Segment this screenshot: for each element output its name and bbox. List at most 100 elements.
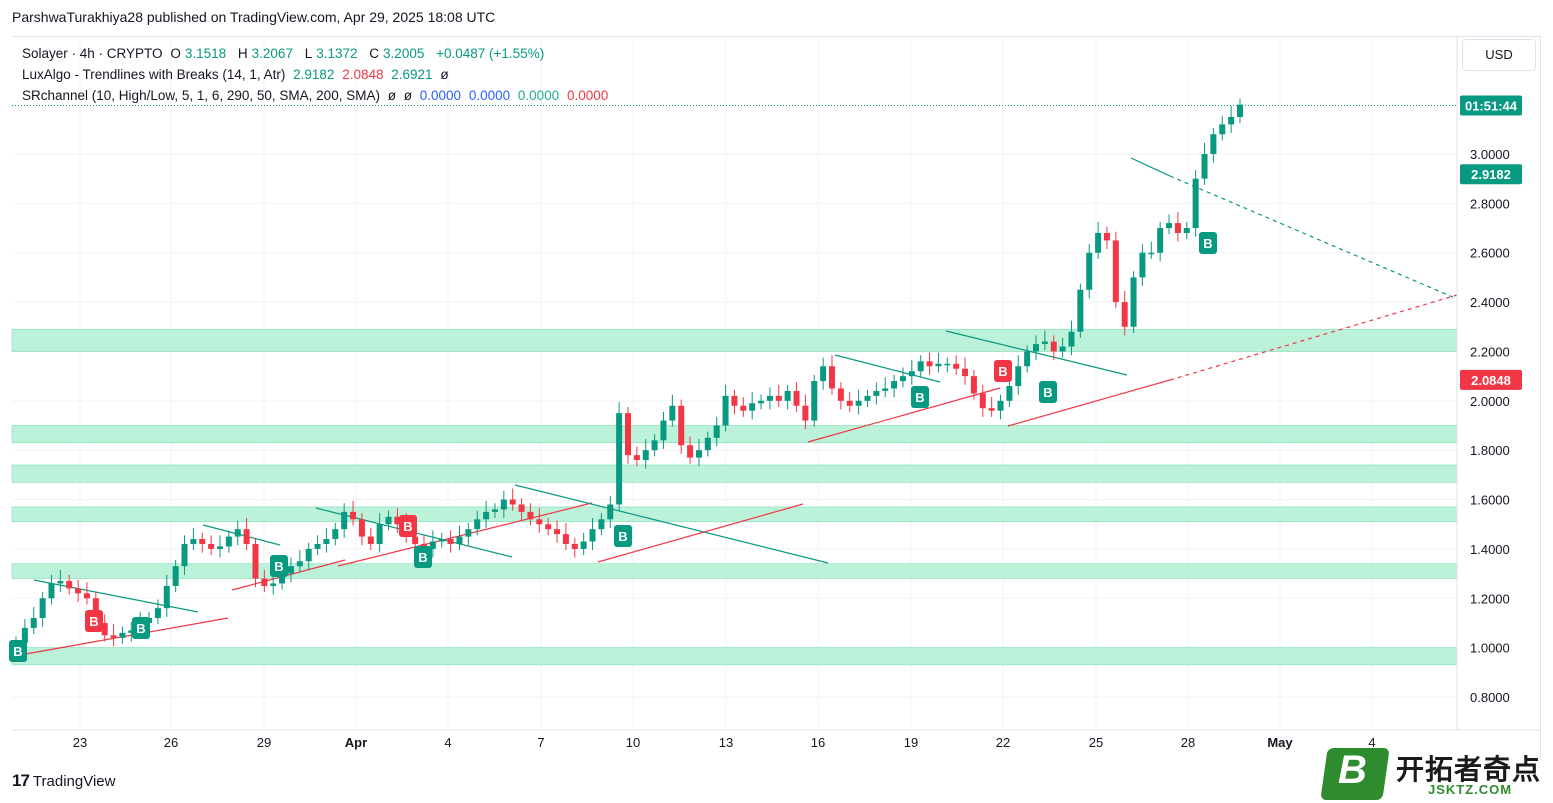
x-tick-label: 19	[904, 735, 918, 750]
break-up-signal: B	[1039, 381, 1057, 403]
axes: 3.0000 2.8000 2.6000 2.4000 2.2000 2.0000 1.80…	[12, 36, 1540, 750]
candle	[1041, 330, 1048, 351]
currency-button[interactable]: USD	[1462, 39, 1536, 71]
candle	[305, 542, 312, 570]
price-label-bg	[1460, 95, 1522, 116]
candle-body	[75, 588, 82, 594]
candle	[651, 434, 658, 457]
trendline	[834, 354, 941, 383]
candle-body	[456, 536, 463, 544]
grid	[12, 40, 1457, 730]
candle	[713, 416, 720, 447]
signal-label: B	[89, 614, 98, 629]
signal-badge	[1199, 232, 1217, 254]
candle	[970, 369, 977, 400]
signal-badge	[911, 386, 929, 408]
candle	[30, 606, 37, 635]
break-down-signal: B	[399, 515, 417, 537]
candle	[1103, 226, 1110, 250]
candle	[820, 357, 827, 390]
sr-zone	[11, 647, 1458, 666]
candle-body	[616, 413, 623, 505]
candle	[474, 510, 481, 536]
break-down-signal: B	[994, 360, 1012, 382]
candle-body	[270, 583, 277, 586]
candle-body	[1228, 116, 1235, 125]
chart-frame	[12, 36, 1541, 760]
candle	[163, 574, 170, 617]
candle-body	[287, 566, 294, 574]
candle	[1237, 98, 1243, 124]
candle	[536, 508, 543, 533]
candle-body	[1121, 302, 1128, 327]
candle	[988, 397, 995, 417]
luxalgo-name: LuxAlgo - Trendlines with Breaks (14, 1,…	[22, 67, 286, 82]
price-label: 2.0848	[1460, 369, 1522, 390]
break-signals: B B B B B B B B B B B	[9, 232, 1217, 662]
sr-zones	[11, 328, 1458, 666]
candle-body	[323, 539, 330, 544]
candle	[465, 522, 472, 546]
candle	[287, 557, 294, 583]
x-tick-label: May	[1267, 735, 1293, 750]
srchannel-value-1: 0.0000	[419, 88, 462, 103]
signal-label: B	[418, 550, 427, 565]
high-value: H 3.2067	[237, 46, 293, 61]
candle	[704, 431, 711, 457]
break-up-signal: B	[614, 525, 632, 547]
candle-body	[1183, 228, 1190, 233]
signal-label: B	[915, 390, 924, 405]
candle	[882, 377, 889, 398]
candle	[678, 399, 685, 454]
candle-body	[882, 388, 889, 391]
candle-body	[731, 395, 738, 406]
candle	[1059, 337, 1066, 358]
x-tick-label: 22	[996, 735, 1010, 750]
candle-body	[1024, 351, 1031, 367]
candle	[491, 503, 498, 519]
candle-body	[279, 573, 286, 584]
candle	[1192, 170, 1199, 237]
srchannel-na-1: ø	[387, 88, 396, 103]
candle	[997, 394, 1004, 420]
legend-luxalgo[interactable]: LuxAlgo - Trendlines with Breaks (14, 1,…	[22, 67, 453, 82]
candle	[1024, 345, 1031, 373]
candle	[571, 537, 578, 558]
candle-body	[554, 529, 561, 535]
candle-body	[811, 381, 818, 421]
candle	[616, 402, 623, 511]
candle-body	[802, 405, 809, 421]
candle	[1174, 212, 1181, 242]
price-label: 2.9182	[1460, 164, 1522, 185]
trendline	[1169, 294, 1458, 381]
x-tick-label: 23	[73, 735, 87, 750]
legend-srchannel[interactable]: SRchannel (10, High/Low, 5, 1, 6, 290, 5…	[22, 88, 612, 103]
candle	[554, 520, 561, 543]
candle-body	[83, 593, 90, 599]
candle-body	[465, 529, 472, 537]
candle	[758, 394, 765, 410]
signal-label: B	[136, 621, 145, 636]
price-label-bg	[1460, 164, 1522, 185]
trendline	[33, 579, 199, 613]
candle-body	[1112, 240, 1119, 303]
signal-label: B	[1203, 236, 1212, 251]
sr-zone	[11, 328, 1458, 352]
y-tick-label: 2.2000	[1470, 344, 1510, 359]
signal-badge	[399, 515, 417, 537]
candle	[39, 592, 46, 627]
candle	[1112, 231, 1119, 309]
candle-body	[829, 366, 835, 389]
candle	[154, 599, 161, 625]
candle-body	[669, 405, 676, 421]
publish-header: ParshwaTurakhiya28 published on TradingV…	[12, 9, 496, 25]
tradingview-logo[interactable]: 17 TradingView	[12, 771, 115, 791]
candle-body	[21, 627, 28, 643]
candle-body	[385, 516, 392, 525]
candle-body	[1148, 252, 1155, 255]
candle-body	[1033, 344, 1039, 352]
candle	[917, 355, 924, 378]
candle	[234, 520, 241, 546]
